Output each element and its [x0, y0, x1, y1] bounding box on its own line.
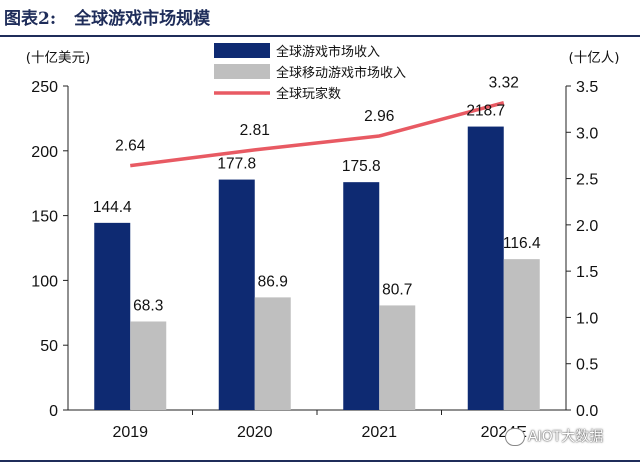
mobile-revenue-label: 80.7	[382, 281, 412, 298]
title-divider	[0, 35, 640, 37]
mobile-revenue-bar	[254, 297, 291, 410]
right-axis-unit-label: (十亿人)	[568, 50, 619, 66]
watermark-text: AIOT大数据	[528, 429, 604, 445]
mobile-revenue-label: 68.3	[133, 297, 163, 314]
total-revenue-bar	[343, 182, 380, 410]
legend-label: 全球游戏市场收入	[276, 44, 380, 60]
total-revenue-bar	[467, 126, 504, 411]
mobile-revenue-label: 86.9	[258, 273, 288, 290]
left-tick-label: 0	[49, 403, 58, 420]
x-tick-label: 2020	[237, 424, 273, 441]
left-tick-label: 50	[40, 338, 58, 355]
right-y-axis: 0.0 0.5 1.0 1.5 2.0 2.5 3.0 3.5 (十亿人)	[565, 50, 620, 420]
left-tick-label: 150	[31, 209, 58, 226]
left-tick-label: 100	[31, 273, 58, 290]
players-label: 2.81	[240, 122, 270, 139]
right-tick-label: 0.0	[576, 403, 598, 420]
legend-swatch-total	[214, 43, 270, 58]
data-labels: 144.4 177.8 175.8 218.7 68.3 86.9 80.7 116.4 2.6…	[93, 75, 541, 315]
legend-label: 全球玩家数	[276, 86, 341, 102]
right-tick-label: 3.5	[576, 79, 598, 96]
mobile-revenue-bar	[379, 305, 416, 410]
total-revenue-label: 175.8	[342, 158, 381, 175]
x-tick-label: 2021	[361, 424, 397, 441]
wechat-icon	[505, 428, 525, 446]
bottom-divider	[0, 460, 640, 462]
figure-title-text: 全球游戏市场规模	[74, 9, 211, 29]
left-y-axis: 0 50 100 150 200 250 (十亿美元)	[26, 50, 91, 420]
right-tick-label: 1.0	[576, 310, 598, 327]
players-line	[130, 100, 505, 168]
total-revenue-bar	[94, 222, 131, 410]
total-revenue-label: 144.4	[93, 199, 132, 216]
total-revenue-bar	[218, 179, 255, 410]
player-line-series	[130, 100, 505, 168]
right-tick-label: 0.5	[576, 357, 598, 374]
mobile-revenue-label: 116.4	[503, 235, 541, 252]
x-tick-label: 2019	[112, 424, 148, 441]
right-tick-label: 2.0	[576, 218, 598, 235]
players-label: 2.64	[115, 138, 146, 155]
left-tick-label: 200	[31, 144, 58, 161]
right-tick-label: 2.5	[576, 172, 598, 189]
left-tick-label: 250	[31, 79, 58, 96]
bars	[94, 126, 540, 411]
mobile-revenue-bar	[130, 321, 167, 410]
total-revenue-label: 218.7	[466, 103, 505, 120]
right-tick-label: 3.0	[576, 125, 598, 142]
mobile-revenue-bar	[503, 259, 540, 410]
players-label: 2.96	[364, 108, 394, 125]
players-label: 3.32	[489, 75, 519, 92]
legend-label: 全球移动游戏市场收入	[276, 65, 406, 81]
total-revenue-label: 177.8	[217, 156, 256, 173]
figure-title: 图表2: 全球游戏市场规模	[4, 5, 210, 33]
x-axis: 2019 2020 2021 2024E	[68, 409, 566, 441]
right-tick-label: 1.5	[576, 264, 598, 281]
watermark: AIOT大数据	[505, 426, 603, 448]
figure-number: 图表2:	[4, 9, 57, 29]
legend-swatch-mobile	[214, 64, 270, 79]
left-axis-unit-label: (十亿美元)	[26, 50, 91, 66]
